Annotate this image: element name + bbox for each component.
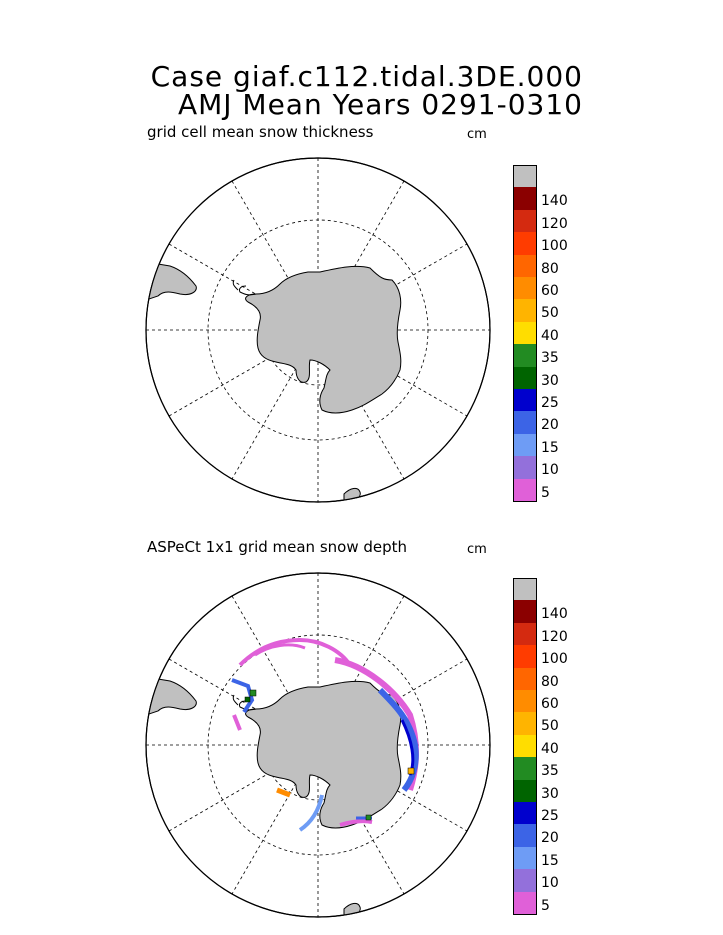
colorbar-swatch xyxy=(513,645,537,668)
colorbar-tick-label: 20 xyxy=(541,417,559,434)
panel2-label: ASPeCt 1x1 grid mean snow depth xyxy=(147,538,408,556)
colorbar-swatch xyxy=(513,277,537,300)
colorbar-swatch xyxy=(513,667,537,690)
colorbar-tick-label: 25 xyxy=(541,808,559,824)
colorbar-swatch xyxy=(513,478,537,502)
colorbar-tick-label: 25 xyxy=(541,395,559,411)
colorbar-swatch xyxy=(513,433,537,457)
colorbar-tick-label: 50 xyxy=(541,305,559,322)
page-title-line1: Case giaf.c112.tidal.3DE.000 xyxy=(150,60,583,93)
colorbar-tick-label: 40 xyxy=(541,740,559,757)
colorbar-swatch xyxy=(513,734,537,758)
colorbar-swatch xyxy=(513,232,537,255)
colorbar-swatch xyxy=(513,254,537,277)
colorbar-swatch xyxy=(513,779,537,802)
colorbar-swatch xyxy=(513,824,537,847)
colorbar-tick-label: 15 xyxy=(541,852,559,869)
colorbar-swatch xyxy=(513,578,537,602)
panel1-label: grid cell mean snow thickness xyxy=(147,123,374,141)
map-panel-1 xyxy=(145,157,491,503)
colorbar-tick-label: 140 xyxy=(541,606,568,623)
colorbar-swatch xyxy=(513,891,537,915)
colorbar-tick-label: 60 xyxy=(541,283,559,299)
colorbar-swatch xyxy=(513,344,537,367)
colorbar-tick-label: 80 xyxy=(541,260,559,277)
colorbar-swatch xyxy=(513,299,537,322)
colorbar-tick-label: 140 xyxy=(541,193,568,210)
colorbar-swatch xyxy=(513,869,537,892)
colorbar-tick-label: 120 xyxy=(541,628,568,645)
colorbar-tick-label: 50 xyxy=(541,718,559,735)
colorbar-tick-label: 100 xyxy=(541,651,568,668)
colorbar-swatch xyxy=(513,187,537,210)
colorbar-tick-label: 10 xyxy=(541,875,559,892)
colorbar-tick-label: 60 xyxy=(541,696,559,712)
colorbar-tick-label: 100 xyxy=(541,238,568,255)
colorbar-swatch xyxy=(513,757,537,780)
colorbar-swatch xyxy=(513,411,537,434)
colorbar-tick-label: 35 xyxy=(541,763,559,780)
colorbar-swatch xyxy=(513,165,537,189)
colorbar-tick-label: 20 xyxy=(541,830,559,847)
colorbar-tick-label: 120 xyxy=(541,215,568,232)
colorbar-swatch xyxy=(513,846,537,870)
colorbar-swatch xyxy=(513,712,537,735)
colorbar-tick-label: 30 xyxy=(541,372,559,389)
colorbar-tick-label: 5 xyxy=(541,897,550,914)
colorbar-tick-label: 80 xyxy=(541,673,559,690)
colorbar-tick-label: 30 xyxy=(541,785,559,802)
map-panel-2 xyxy=(145,572,491,918)
colorbar-swatch xyxy=(513,456,537,479)
colorbar-swatch xyxy=(513,366,537,389)
page-title-line2: AMJ Mean Years 0291-0310 xyxy=(177,88,583,121)
colorbar-swatch xyxy=(513,690,537,713)
panel1-unit: cm xyxy=(467,127,487,142)
panel2-unit: cm xyxy=(467,542,487,557)
colorbar-swatch xyxy=(513,209,537,233)
colorbar-swatch xyxy=(513,622,537,646)
colorbar-tick-label: 10 xyxy=(541,462,559,479)
snow-depth-observations xyxy=(231,637,419,832)
colorbar-swatch xyxy=(513,802,537,825)
colorbar-tick-label: 40 xyxy=(541,327,559,344)
colorbar-tick-label: 15 xyxy=(541,439,559,456)
colorbar-tick-label: 35 xyxy=(541,350,559,367)
colorbar-tick-label: 5 xyxy=(541,484,550,501)
colorbar-swatch xyxy=(513,389,537,412)
colorbar-swatch xyxy=(513,321,537,345)
colorbar-swatch xyxy=(513,600,537,623)
